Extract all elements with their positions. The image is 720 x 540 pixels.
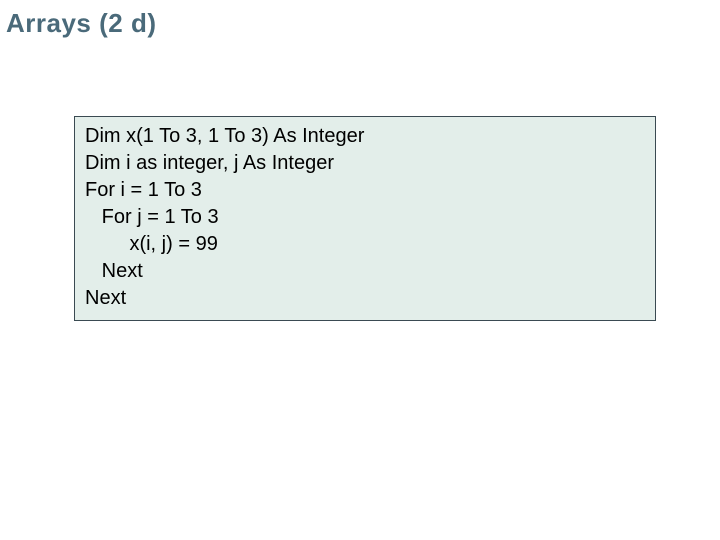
slide-title: Arrays (2 d) xyxy=(6,8,157,39)
code-line: Next xyxy=(85,258,645,285)
code-line: Next xyxy=(85,285,645,312)
code-line: For i = 1 To 3 xyxy=(85,177,645,204)
code-line: Dim x(1 To 3, 1 To 3) As Integer xyxy=(85,123,645,150)
code-block: Dim x(1 To 3, 1 To 3) As Integer Dim i a… xyxy=(74,116,656,321)
code-line: For j = 1 To 3 xyxy=(85,204,645,231)
code-line: Dim i as integer, j As Integer xyxy=(85,150,645,177)
code-line: x(i, j) = 99 xyxy=(85,231,645,258)
